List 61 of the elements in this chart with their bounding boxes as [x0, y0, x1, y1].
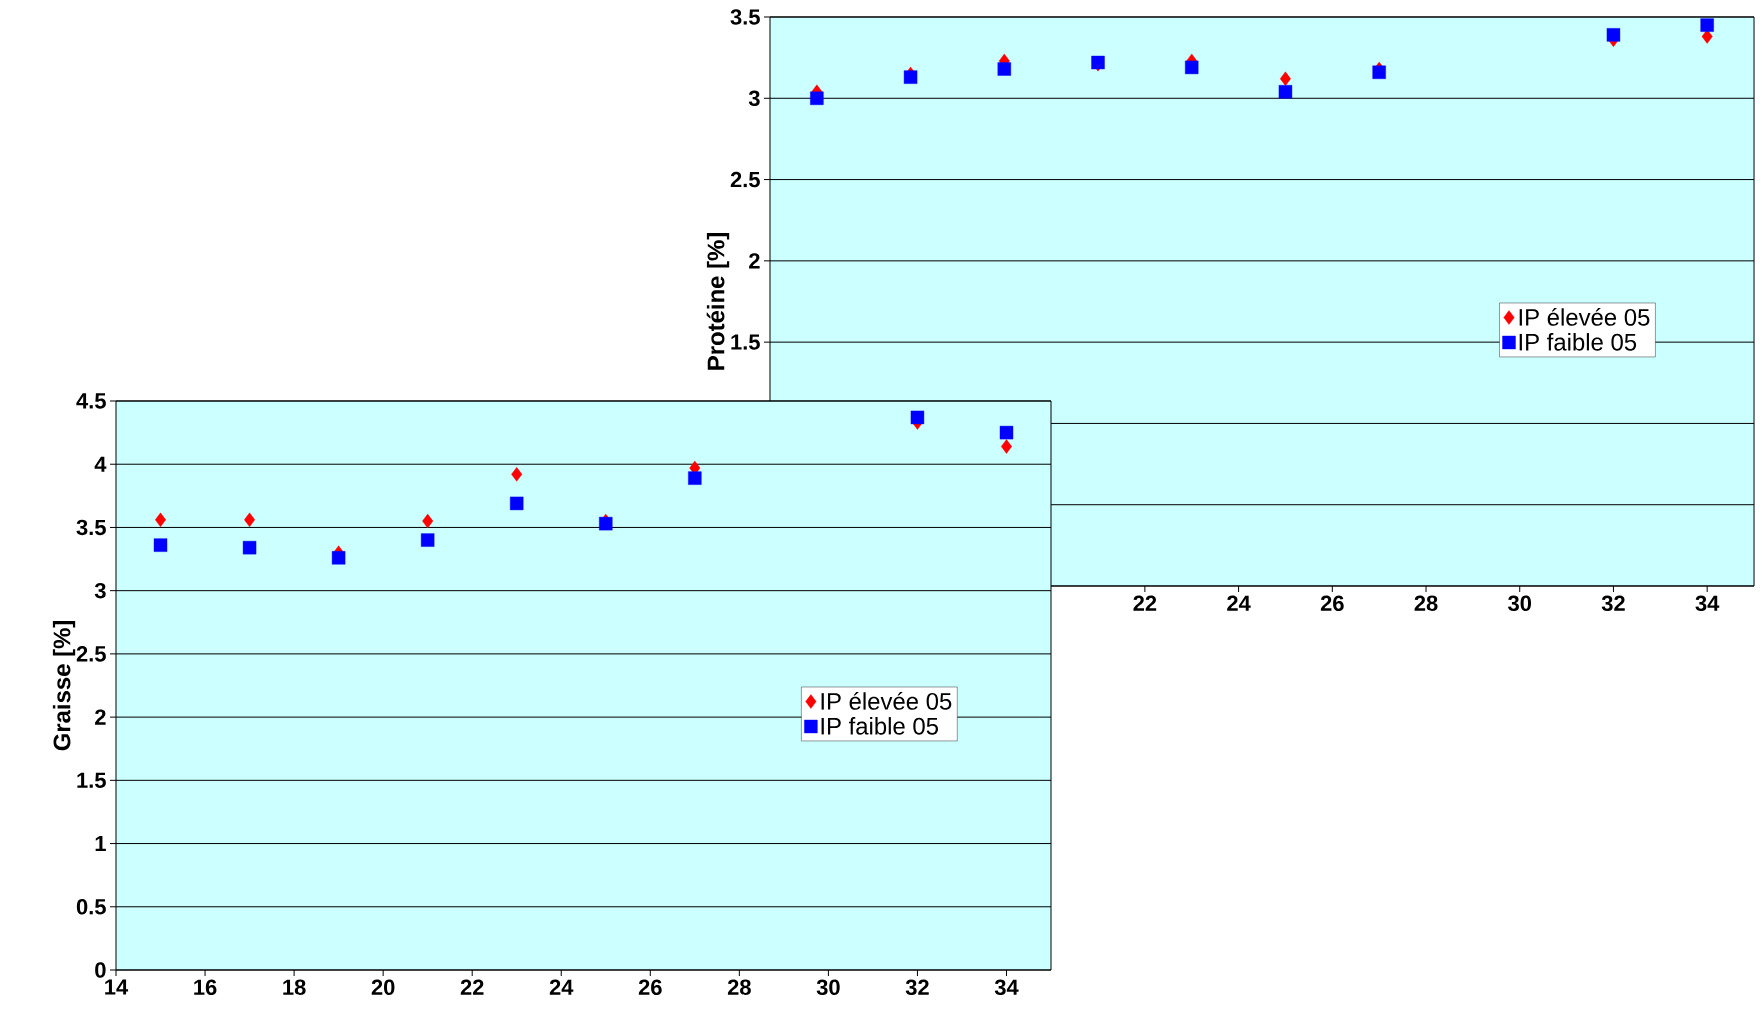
y-tick-label: 3 [94, 582, 106, 599]
point [903, 70, 918, 84]
x-tick-label: 22 [460, 979, 484, 995]
y-tick-label: 2.5 [730, 171, 760, 188]
y-tick-label: 1.5 [731, 334, 760, 350]
point [910, 410, 925, 425]
point [510, 496, 524, 511]
y-tick-label: 2.5 [76, 646, 106, 662]
y-tick-label: 1.5 [77, 772, 106, 788]
y-tick-label: 4 [94, 456, 107, 472]
y-tick-label: 2 [95, 709, 106, 725]
x-tick-label: 24 [1227, 595, 1251, 611]
point [331, 551, 346, 565]
x-tick-label: 32 [1601, 595, 1625, 612]
x-tick-label: 18 [283, 979, 306, 996]
x-tick-label: 28 [727, 979, 751, 996]
x-tick-label: 30 [1508, 595, 1532, 612]
y-tick-label: 1 [95, 836, 106, 852]
y-tick-label: 2 [749, 253, 760, 269]
point [1185, 60, 1199, 75]
y-tick-label: 0 [95, 962, 106, 978]
x-tick-label: 26 [638, 979, 662, 996]
y-tick-label: 3 [748, 90, 760, 107]
point [420, 533, 435, 547]
legend-label: IP faible 05 [1519, 333, 1637, 351]
x-tick-label: 34 [994, 979, 1019, 996]
point [1001, 439, 1012, 454]
x-tick-label: 34 [1695, 595, 1720, 612]
x-tick-label: 20 [371, 979, 395, 996]
x-tick-label: 32 [905, 979, 929, 996]
point [244, 512, 256, 528]
x-tick-label: 22 [1133, 595, 1157, 611]
x-tick-label: 28 [1414, 595, 1438, 612]
point [153, 538, 168, 552]
point [1701, 29, 1713, 44]
point [688, 471, 702, 485]
point [422, 513, 434, 529]
point [997, 62, 1011, 76]
point [242, 540, 257, 555]
y-tick-label: 4.5 [76, 393, 106, 409]
point [1372, 65, 1386, 79]
point [999, 425, 1014, 440]
y-axis-title: Graisse [%] [52, 621, 76, 751]
point [511, 467, 523, 482]
point [1278, 85, 1293, 99]
legend-label: IP élevée 05 [821, 691, 952, 710]
point [1279, 71, 1291, 86]
point [810, 91, 824, 105]
y-tick-label: 3.5 [76, 519, 106, 536]
legend-label: IP élevée 05 [1519, 307, 1650, 326]
y-tick-label: 0.5 [76, 899, 106, 915]
x-tick-label: 30 [816, 979, 840, 996]
x-tick-label: 24 [549, 979, 574, 995]
point [1606, 28, 1621, 42]
x-tick-label: 16 [194, 979, 217, 996]
y-tick-label: 3.5 [730, 9, 760, 25]
x-tick-label: 26 [1320, 595, 1344, 612]
legend-label: IP faible 05 [821, 717, 938, 735]
x-tick-label: 14 [105, 979, 129, 995]
point [1700, 18, 1714, 32]
y-axis-title: Protéine [%] [706, 233, 730, 370]
